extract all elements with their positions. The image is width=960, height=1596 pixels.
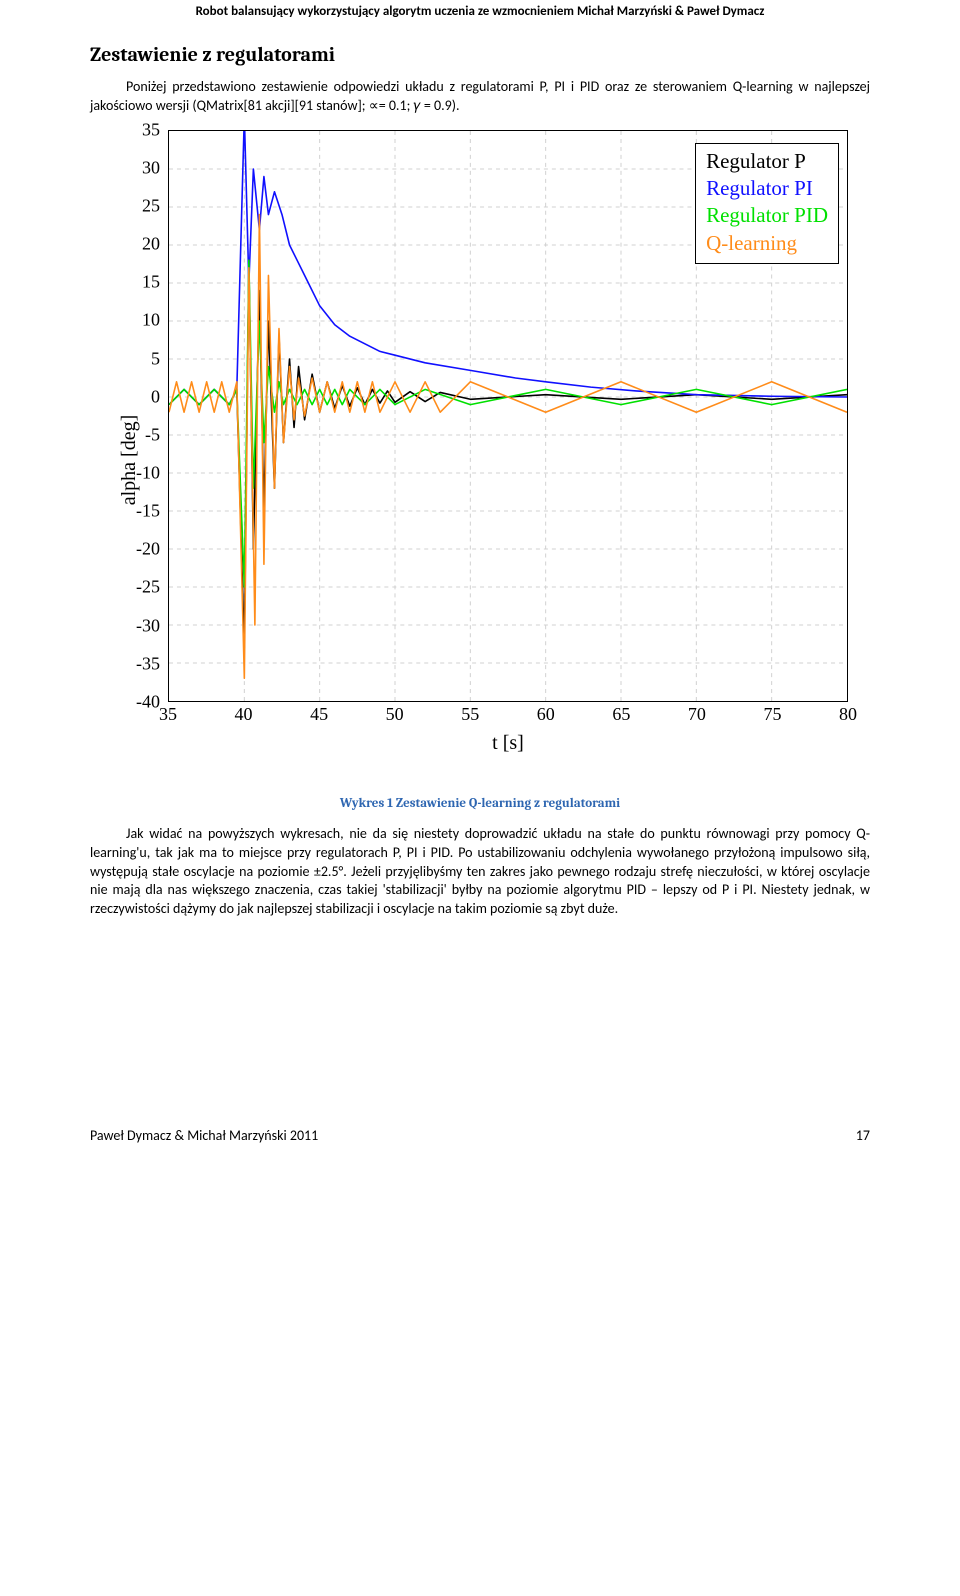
body-paragraph: Jak widać na powyższych wykresach, nie d… [90, 825, 870, 919]
y-tick-label: 20 [142, 234, 160, 255]
intro-text: Poniżej przedstawiono zestawienie odpowi… [90, 78, 870, 114]
y-tick-label: -25 [136, 577, 160, 598]
running-header: Robot balansujący wykorzystujący algoryt… [90, 0, 870, 43]
chart: alpha [deg] 35302520151050-5-10-15-20-25… [90, 130, 870, 790]
y-tick-label: 35 [142, 119, 160, 140]
y-tick-label: -20 [136, 539, 160, 560]
intro-paragraph: Poniżej przedstawiono zestawienie odpowi… [90, 78, 870, 116]
footer: Paweł Dymacz & Michał Marzyński 2011 17 [90, 927, 870, 1144]
x-tick-label: 35 [159, 704, 177, 725]
page: Robot balansujący wykorzystujący algoryt… [0, 0, 960, 1184]
x-tick-label: 40 [235, 704, 253, 725]
plot-area: Regulator P Regulator PI Regulator PID Q… [168, 130, 848, 702]
page-number: 17 [856, 1127, 870, 1144]
x-tick-label: 60 [537, 704, 555, 725]
x-tick-label: 55 [461, 704, 479, 725]
x-tick-label: 50 [386, 704, 404, 725]
footer-author: Paweł Dymacz & Michał Marzyński 2011 [90, 1127, 318, 1144]
y-tick-label: -40 [136, 691, 160, 712]
legend: Regulator P Regulator PI Regulator PID Q… [695, 143, 839, 264]
y-tick-label: -30 [136, 615, 160, 636]
y-ticks: 35302520151050-5-10-15-20-25-30-35-40 [116, 130, 160, 702]
x-tick-label: 75 [763, 704, 781, 725]
y-tick-label: -5 [145, 424, 160, 445]
y-tick-label: 0 [151, 386, 160, 407]
legend-item-q: Q-learning [706, 230, 828, 257]
x-tick-label: 80 [839, 704, 857, 725]
x-tick-label: 45 [310, 704, 328, 725]
y-tick-label: -35 [136, 653, 160, 674]
y-tick-label: 5 [151, 348, 160, 369]
legend-item-p: Regulator P [706, 148, 828, 175]
y-tick-label: 30 [142, 157, 160, 178]
x-tick-label: 65 [612, 704, 630, 725]
y-tick-label: 10 [142, 310, 160, 331]
x-tick-label: 70 [688, 704, 706, 725]
legend-item-pi: Regulator PI [706, 175, 828, 202]
y-tick-label: -10 [136, 462, 160, 483]
figure-caption: Wykres 1 Zestawienie Q-learning z regula… [90, 796, 870, 811]
body-text: Jak widać na powyższych wykresach, nie d… [90, 825, 870, 918]
section-heading: Zestawienie z regulatorami [90, 43, 870, 66]
x-axis-label: t [s] [168, 732, 848, 755]
y-tick-label: -15 [136, 501, 160, 522]
y-tick-label: 25 [142, 196, 160, 217]
y-tick-label: 15 [142, 272, 160, 293]
legend-item-pid: Regulator PID [706, 202, 828, 229]
